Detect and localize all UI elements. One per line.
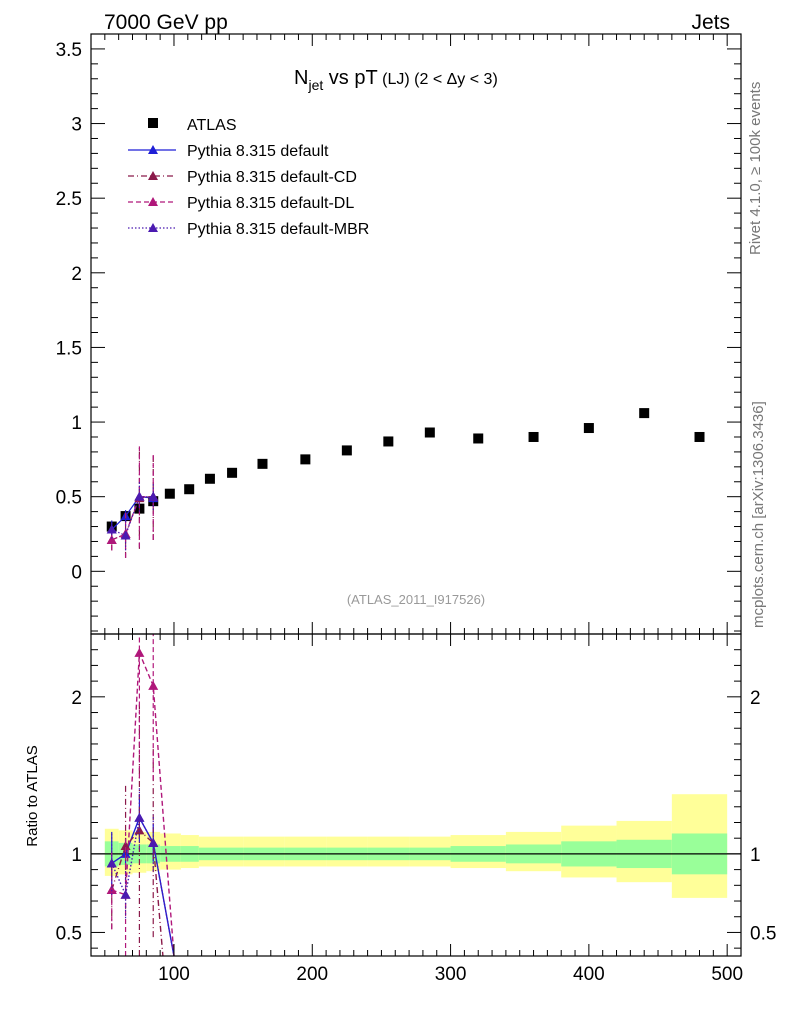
main-y-tick-label: 1 — [71, 413, 82, 434]
x-tick-label: 400 — [573, 964, 605, 985]
mc-ratio-marker-pythia-8-315-default-mbr — [148, 837, 159, 847]
legend-label-pythia-8-315-default-dl: Pythia 8.315 default-DL — [187, 195, 354, 212]
x-tick-label: 100 — [158, 964, 190, 985]
ratio-panel-frame — [90, 633, 742, 957]
mc-marker-pythia-8-315-default-mbr — [148, 491, 159, 501]
atlas-data-point — [639, 408, 650, 419]
legend-marker-atlas — [148, 118, 158, 128]
atlas-data-point — [341, 445, 352, 456]
mc-ratio-marker-pythia-8-315-default-dl — [148, 680, 159, 690]
ratio-y-tick-label-right: 0.5 — [750, 923, 776, 944]
mc-line-pythia-8-315-default-cd — [111, 496, 154, 541]
legend-marker-pythia-8-315-default-dl — [148, 197, 158, 206]
atlas-data-point — [424, 427, 435, 438]
atlas-data-point — [300, 454, 311, 465]
chart-title: Njet vs pT (LJ) (2 < Δy < 3) — [294, 67, 498, 93]
x-tick-label: 200 — [296, 964, 328, 985]
mc-marker-pythia-8-315-default-mbr — [106, 524, 117, 534]
atlas-data-point — [227, 467, 238, 478]
x-tick-label: 500 — [711, 964, 743, 985]
ratio-y-tick-label-right: 2 — [750, 688, 761, 709]
mc-line-pythia-8-315-default-dl — [111, 496, 154, 541]
main-y-tick-label: 1.5 — [56, 338, 82, 359]
mc-ratio-marker-pythia-8-315-default-dl — [134, 647, 145, 657]
x-tick-label: 300 — [435, 964, 467, 985]
mc-marker-pythia-8-315-default-dl — [106, 534, 117, 544]
ratio-axis-label: Ratio to ATLAS — [24, 745, 41, 846]
atlas-data-point — [257, 458, 268, 469]
atlas-data-point — [694, 431, 705, 442]
mc-ratio-marker-pythia-8-315-default-dl — [106, 885, 117, 895]
header-energy-label: 7000 GeV pp — [104, 11, 228, 34]
ratio-y-tick-label-left: 2 — [71, 688, 82, 709]
ratio-y-tick-label-left: 0.5 — [56, 923, 82, 944]
ratio-y-tick-label-right: 1 — [750, 845, 761, 866]
ratio-y-tick-label-left: 1 — [71, 845, 82, 866]
main-y-tick-label: 2.5 — [56, 189, 82, 210]
main-y-tick-label: 2 — [71, 264, 82, 285]
atlas-data-point — [204, 473, 215, 484]
mc-line-pythia-8-315-default-mbr — [111, 496, 154, 537]
mcplots-label: mcplots.cern.ch [arXiv:1306.3436] — [750, 401, 767, 628]
mc-ratio-marker-pythia-8-315-default-mbr — [120, 889, 131, 899]
mc-ratio-marker-pythia-8-315-default-cd — [134, 825, 145, 835]
legend-label-atlas: ATLAS — [187, 117, 237, 134]
atlas-data-point — [473, 433, 484, 444]
main-y-tick-label: 3 — [71, 115, 82, 136]
atlas-data-point — [184, 484, 195, 495]
atlas-data-point — [164, 488, 175, 499]
mc-ratio-marker-pythia-8-315-default-mbr — [134, 812, 145, 822]
mc-ratio-line-pythia-8-315-default-dl — [111, 652, 175, 957]
main-y-tick-label: 0.5 — [56, 488, 82, 509]
atlas-data-point — [383, 436, 394, 447]
mc-marker-pythia-8-315-default-mbr — [120, 530, 131, 540]
main-y-tick-label: 0 — [71, 562, 82, 583]
atlas-data-point — [528, 431, 539, 442]
atlas-data-point — [583, 423, 594, 434]
legend-label-pythia-8-315-default-cd: Pythia 8.315 default-CD — [187, 169, 357, 186]
mc-ratio-marker-pythia-8-315-default-mbr — [106, 858, 117, 868]
mc-marker-pythia-8-315-default-mbr — [134, 491, 145, 501]
legend-marker-pythia-8-315-default-mbr — [148, 223, 158, 232]
mc-ratio-marker-pythia-8-315-default-cd — [120, 841, 131, 851]
analysis-tag: (ATLAS_2011_I917526) — [347, 592, 485, 607]
mc-line-pythia-8-315-default — [111, 496, 154, 530]
legend-marker-pythia-8-315-default-cd — [148, 171, 158, 180]
legend-marker-pythia-8-315-default — [148, 145, 158, 154]
legend-label-pythia-8-315-default-mbr: Pythia 8.315 default-MBR — [187, 221, 369, 238]
main-y-tick-label: 3.5 — [56, 40, 82, 61]
rivet-version-label: Rivet 4.1.0, ≥ 100k events — [747, 82, 764, 255]
header-process-label: Jets — [691, 11, 730, 34]
legend-label-pythia-8-315-default: Pythia 8.315 default — [187, 143, 329, 160]
